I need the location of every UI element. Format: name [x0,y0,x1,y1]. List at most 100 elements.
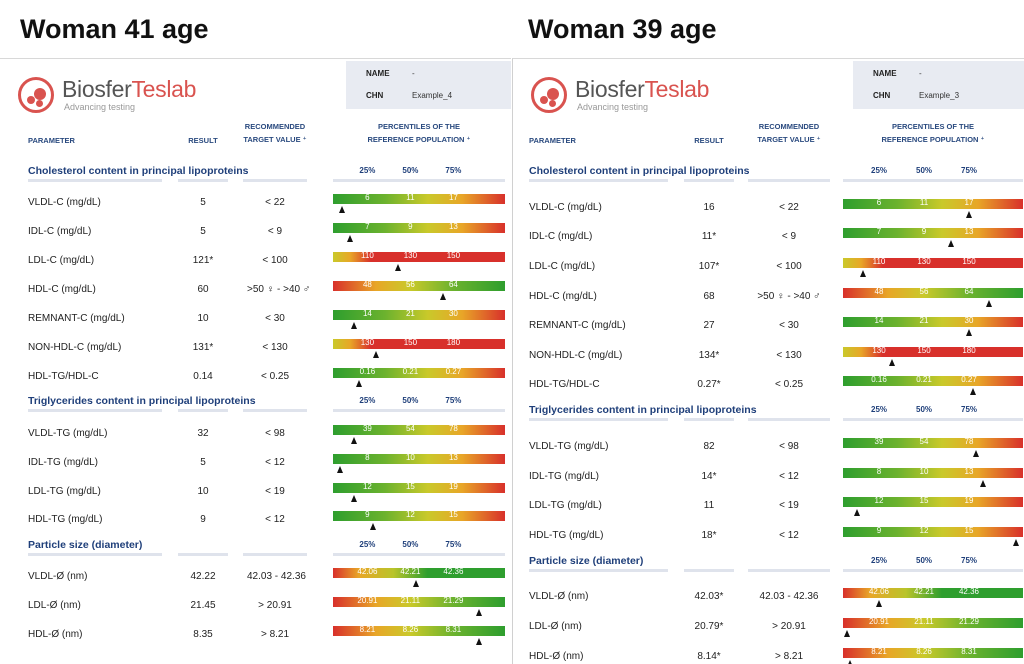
page-title-left: Woman 41 age [20,14,209,44]
percentile-tick-label: 0.21 [916,375,932,385]
result-marker-icon [980,479,987,487]
percentile-label-75: 75% [961,555,978,565]
parameter-name: LDL-TG (mg/dL) [28,485,101,497]
target-value: < 98 [779,441,799,452]
percentile-label-50: 50% [402,166,419,175]
result-marker-icon [859,270,866,277]
result-marker-icon [347,235,354,243]
section-separator [178,409,228,413]
percentile-tick-label: 15 [919,496,929,506]
percentile-tick-label: 20.91 [357,596,378,606]
percentile-bar: 20.91 21.11 21.29 [843,617,1023,628]
target-value: > 8.21 [260,629,290,641]
percentile-tick-label: 13 [448,452,458,462]
percentile-bar: 39 54 78 [333,424,505,435]
target-value: > 8.21 [774,650,804,662]
section-separator [529,179,668,182]
section-title: Particle size (diameter) [529,554,644,567]
report-panel-right: BiosferTeslab Advancing testing NAME - CHN Ex… [512,58,1024,664]
percentile-tick-label: 19 [964,496,974,506]
percentile-tick-label: 150 [403,337,418,347]
percentile-tick-label: 14 [874,316,884,326]
percentile-bar: 7 9 13 [843,227,1023,239]
percentile-bar: 9 12 15 [843,526,1023,537]
patient-id-box: NAME - CHN Example_4 [346,61,511,109]
result-marker-icon [966,210,972,218]
column-header-recommended: RECOMMENDED TARGET VALUE ⁺ [746,121,832,147]
result-marker-icon [338,206,345,214]
result-marker-icon [476,609,483,617]
chn-value: Example_4 [412,91,453,100]
target-value: < 0.25 [260,370,290,382]
patient-id-box: NAME - CHN Example_3 [853,61,1024,109]
parameter-name: HDL-TG/HDL-C [28,370,99,382]
result-marker-icon [440,293,447,301]
percentile-bar: 14 21 30 [843,316,1023,328]
result-marker-icon [350,494,357,502]
percentile-tick-label: 8.31 [961,646,977,656]
percentile-tick-label: 21.11 [914,617,934,626]
percentile-tick-label: 12 [405,510,415,520]
section-separator [333,179,505,182]
recommended-line-1: RECOMMENDED [244,122,306,131]
parameter-name: HDL-C (mg/dL) [529,290,597,302]
result-value: 10 [197,313,209,325]
percentile-bar: 48 56 64 [333,280,505,292]
logo-biosfer: Biosfer [575,76,645,102]
result-marker-icon [847,659,854,664]
name-label: NAME [366,69,390,78]
percentile-tick-label: 8.21 [871,646,887,656]
target-value: >50 ♀ - >40 ♂ [757,290,821,302]
recommended-line-2: TARGET VALUE ⁺ [757,134,821,144]
percentile-tick-label: 130 [872,345,886,355]
result-value: 131* [192,341,214,353]
percentile-bar: 130 150 180 [333,337,505,349]
section-title: Cholesterol content in principal lipopro… [28,165,249,177]
percentiles-line-1: PERCENTILES OF THE [891,122,975,131]
result-value: 20.79* [694,621,724,632]
result-marker-icon [973,450,980,457]
percentile-label-25: 25% [359,166,376,175]
percentile-tick-label: 10 [919,466,929,476]
section-separator [684,418,734,422]
percentile-label-75: 75% [445,166,462,175]
percentile-tick-label: 21 [405,309,415,319]
percentile-tick-label: 21 [919,316,929,326]
percentile-tick-label: 56 [919,286,929,296]
percentiles-line-2: REFERENCE POPULATION ⁺ [367,134,471,144]
section-title: Cholesterol content in principal lipopro… [529,165,750,177]
result-value: 42.22 [190,571,216,583]
percentile-tick-label: 15 [448,510,458,520]
report-panel-left: BiosferTeslab Advancing testing NAME - CHN Ex… [0,58,511,664]
percentile-label-25: 25% [871,555,888,565]
result-value: 0.14 [193,370,213,382]
result-marker-icon [373,350,379,358]
section-separator [684,568,734,572]
logo-biosfer: Biosfer [62,76,132,102]
percentile-bar: 14 21 30 [333,309,505,321]
percentile-tick-label: 9 [365,510,370,520]
percentile-tick-label: 64 [448,280,458,290]
percentile-label-50: 50% [402,396,419,406]
result-marker-icon [876,600,882,608]
percentile-tick-label: 110 [361,251,374,261]
result-marker-icon [1012,538,1019,546]
target-value: < 9 [781,231,797,243]
percentile-label-75: 75% [961,405,978,415]
parameter-name: LDL-Ø (nm) [529,621,582,632]
percentile-tick-label: 9 [921,227,927,237]
percentile-tick-label: 39 [874,437,884,446]
percentile-tick-label: 42.21 [400,567,421,577]
percentile-bar: 6 11 17 [333,193,505,205]
column-header-parameter: PARAMETER [28,136,75,145]
section-title: Particle size (diameter) [28,538,143,551]
percentile-tick-label: 8 [365,452,370,462]
name-value: - [412,69,415,78]
logo: BiosferTeslab Advancing testing [531,75,731,119]
result-marker-icon [854,509,861,517]
logo-teslab: Teslab [131,76,197,102]
percentile-tick-label: 21.11 [400,596,421,606]
result-value: 0.27* [697,379,721,391]
result-marker-icon [395,264,402,272]
parameter-name: HDL-TG (mg/dL) [529,529,604,541]
